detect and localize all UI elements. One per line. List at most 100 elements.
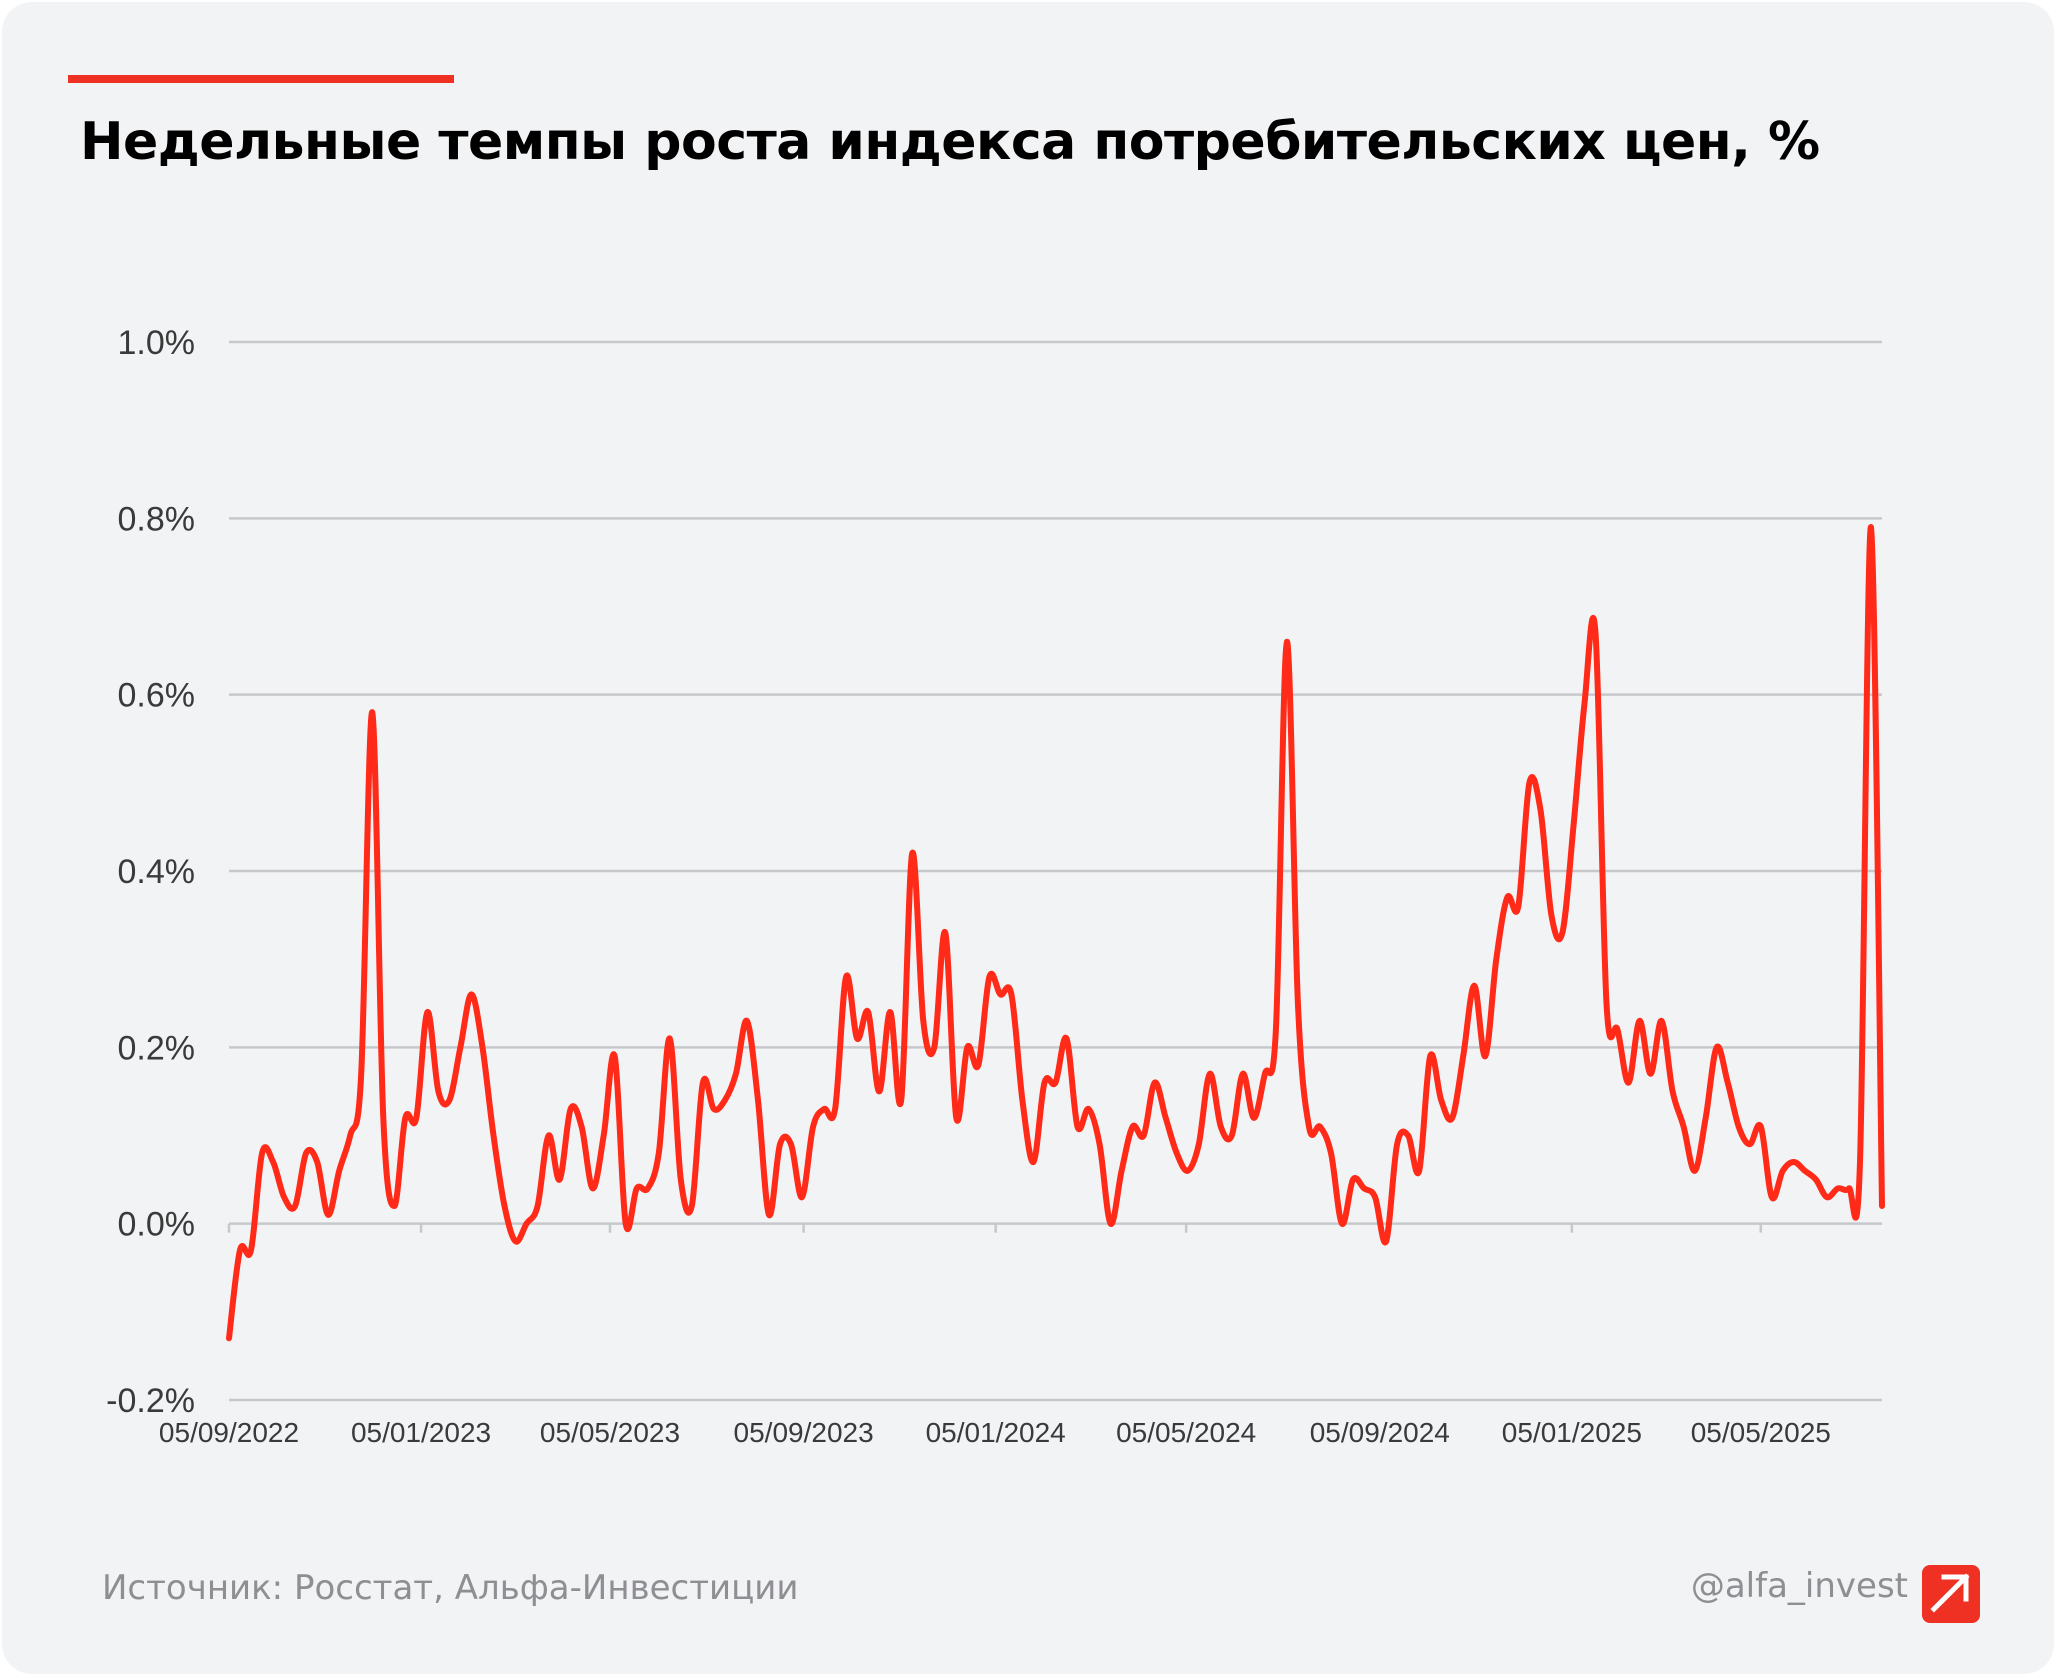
data-point bbox=[1088, 1109, 1089, 1110]
data-point bbox=[735, 1073, 736, 1074]
data-point bbox=[1793, 1162, 1794, 1163]
data-point bbox=[1848, 1188, 1849, 1189]
data-point bbox=[394, 1206, 395, 1207]
data-point bbox=[1286, 641, 1287, 642]
data-point bbox=[758, 1100, 759, 1101]
data-point bbox=[570, 1109, 571, 1110]
data-point bbox=[1441, 1100, 1442, 1101]
y-tick-label: -0.2% bbox=[106, 1382, 195, 1420]
data-point bbox=[1562, 932, 1563, 933]
data-point bbox=[1485, 1056, 1486, 1057]
data-point bbox=[1275, 1029, 1276, 1030]
data-point bbox=[625, 1223, 626, 1224]
data-point bbox=[1540, 809, 1541, 810]
data-point bbox=[1628, 1082, 1629, 1083]
data-point bbox=[581, 1126, 582, 1127]
data-point bbox=[857, 1038, 858, 1039]
data-point bbox=[890, 1012, 891, 1013]
data-point bbox=[1033, 1162, 1034, 1163]
data-point bbox=[1397, 1144, 1398, 1145]
x-axis-ticks: 05/09/2022 05/01/2023 05/05/2023 05/09/2023… bbox=[159, 1223, 1831, 1448]
data-point bbox=[901, 1100, 902, 1101]
data-point bbox=[769, 1214, 770, 1215]
data-point bbox=[647, 1188, 648, 1189]
source-note: Источник: Росстат, Альфа-Инвестиции bbox=[102, 1568, 799, 1608]
data-point bbox=[1507, 897, 1508, 898]
data-point bbox=[868, 1012, 869, 1013]
data-point bbox=[846, 976, 847, 977]
data-point bbox=[1760, 1126, 1761, 1127]
y-tick-label: 0.0% bbox=[118, 1206, 196, 1244]
cpi-weekly-series-line bbox=[226, 524, 1885, 1342]
data-point bbox=[1209, 1073, 1210, 1074]
data-point bbox=[592, 1188, 593, 1189]
data-point bbox=[802, 1197, 803, 1198]
data-point bbox=[1132, 1126, 1133, 1127]
data-point bbox=[1749, 1144, 1750, 1145]
data-point bbox=[1837, 1188, 1838, 1189]
data-point bbox=[1253, 1117, 1254, 1118]
series-layer bbox=[226, 524, 1885, 1342]
data-point bbox=[372, 712, 373, 713]
data-point bbox=[1297, 1003, 1298, 1004]
data-point bbox=[1452, 1117, 1453, 1118]
y-tick-label: 0.8% bbox=[118, 500, 196, 538]
data-point bbox=[1826, 1197, 1827, 1198]
data-point bbox=[1055, 1082, 1056, 1083]
data-point bbox=[713, 1109, 714, 1110]
data-point bbox=[614, 1056, 615, 1057]
data-point bbox=[1309, 1126, 1310, 1127]
data-point bbox=[1011, 994, 1012, 995]
data-point bbox=[1815, 1179, 1816, 1180]
x-tick-label: 05/09/2024 bbox=[1310, 1417, 1450, 1448]
data-point bbox=[691, 1206, 692, 1207]
data-point bbox=[746, 1020, 747, 1021]
data-point bbox=[1617, 1029, 1618, 1030]
data-point bbox=[1606, 1003, 1607, 1004]
data-point bbox=[1672, 1091, 1673, 1092]
data-point bbox=[328, 1214, 329, 1215]
data-point bbox=[835, 1109, 836, 1110]
data-point bbox=[1551, 915, 1552, 916]
data-point bbox=[989, 976, 990, 977]
data-point bbox=[945, 932, 946, 933]
y-tick-label: 0.4% bbox=[118, 853, 196, 891]
data-point bbox=[251, 1250, 252, 1251]
data-point bbox=[1121, 1170, 1122, 1171]
data-point bbox=[724, 1100, 725, 1101]
data-point bbox=[1430, 1056, 1431, 1057]
data-point bbox=[912, 853, 913, 854]
y-tick-label: 0.2% bbox=[118, 1029, 196, 1067]
data-point bbox=[284, 1197, 285, 1198]
data-point bbox=[1694, 1170, 1695, 1171]
data-point bbox=[493, 1135, 494, 1136]
y-tick-label: 1.0% bbox=[118, 324, 196, 362]
data-point bbox=[1584, 703, 1585, 704]
x-tick-label: 05/05/2024 bbox=[1116, 1417, 1256, 1448]
data-point bbox=[669, 1038, 670, 1039]
data-point bbox=[1044, 1082, 1045, 1083]
data-point bbox=[1264, 1073, 1265, 1074]
data-point bbox=[449, 1100, 450, 1101]
data-point bbox=[824, 1109, 825, 1110]
data-point bbox=[1518, 906, 1519, 907]
x-tick-label: 05/01/2024 bbox=[926, 1417, 1066, 1448]
data-point bbox=[1000, 994, 1001, 995]
data-point bbox=[1771, 1197, 1772, 1198]
data-point bbox=[934, 1047, 935, 1048]
data-point bbox=[240, 1250, 241, 1251]
data-point bbox=[460, 1047, 461, 1048]
data-point bbox=[1187, 1170, 1188, 1171]
data-point bbox=[361, 1073, 362, 1074]
data-point bbox=[229, 1338, 230, 1339]
data-point bbox=[1860, 1162, 1861, 1163]
x-tick-label: 05/01/2025 bbox=[1502, 1417, 1642, 1448]
title-accent-bar bbox=[68, 75, 454, 83]
data-point bbox=[1529, 782, 1530, 783]
data-point bbox=[1364, 1188, 1365, 1189]
data-point bbox=[1176, 1153, 1177, 1154]
social-handle[interactable]: @alfa_invest bbox=[1690, 1566, 1908, 1606]
y-axis-ticks: -0.2% 0.0% 0.2% 0.4% 0.6% 0.8% 1.0% bbox=[106, 324, 195, 1420]
y-tick-label: 0.6% bbox=[118, 677, 196, 715]
